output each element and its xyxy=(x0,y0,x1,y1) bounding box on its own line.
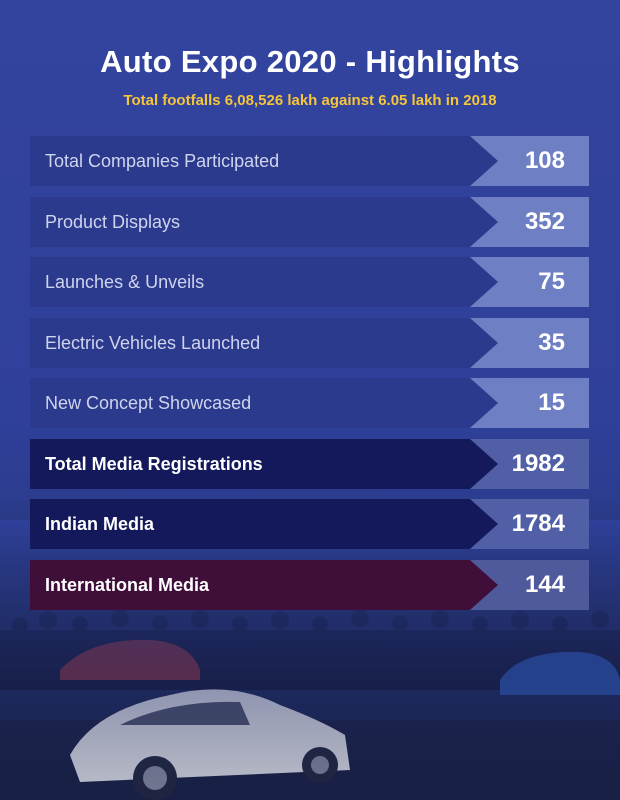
stat-label: Indian Media xyxy=(45,514,155,534)
page-title: Auto Expo 2020 - Highlights xyxy=(100,44,520,79)
stat-value: 1982 xyxy=(511,449,565,477)
stat-label: Total Media Registrations xyxy=(45,453,263,474)
stat-label: Electric Vehicles Launched xyxy=(45,332,261,353)
arrow-shape xyxy=(470,196,498,247)
stat-value: 15 xyxy=(538,389,565,416)
stat-label: International Media xyxy=(45,574,210,595)
label-band xyxy=(30,499,470,549)
stat-row-launches-unveils: Launches & Unveils 75 xyxy=(30,257,589,307)
stat-label: Product Displays xyxy=(45,211,181,232)
arrow-shape xyxy=(470,378,498,428)
stat-value: 75 xyxy=(538,268,565,295)
arrow-shape xyxy=(470,559,498,610)
stat-label: Launches & Unveils xyxy=(45,272,205,292)
arrow-shape xyxy=(470,136,498,186)
stat-value: 108 xyxy=(524,147,565,174)
stat-row-total-media: Total Media Registrations 1982 xyxy=(30,438,589,489)
stat-label: Total Companies Participated xyxy=(45,151,280,171)
label-band xyxy=(30,559,470,610)
stat-value: 1784 xyxy=(511,510,565,537)
arrow-shape xyxy=(470,499,498,549)
label-band xyxy=(30,196,470,247)
highlights-list: Total Companies Participated 108 Product… xyxy=(30,136,589,620)
label-band xyxy=(30,438,470,489)
arrow-shape xyxy=(470,317,498,368)
stat-row-international-media: International Media 144 xyxy=(30,559,589,610)
label-band xyxy=(30,257,470,307)
stat-value: 144 xyxy=(524,570,565,598)
label-band xyxy=(30,317,470,368)
stat-row-electric-vehicles: Electric Vehicles Launched 35 xyxy=(30,317,589,368)
arrow-shape xyxy=(470,438,498,489)
stat-label: New Concept Showcased xyxy=(45,393,252,413)
page-subtitle: Total footfalls 6,08,526 lakh against 6.… xyxy=(123,92,497,109)
stat-row-new-concept: New Concept Showcased 15 xyxy=(30,378,589,428)
arrow-shape xyxy=(470,257,498,307)
label-band xyxy=(30,378,470,428)
label-band xyxy=(30,136,470,186)
stat-row-product-displays: Product Displays 352 xyxy=(30,196,589,247)
stat-row-total-companies: Total Companies Participated 108 xyxy=(30,136,589,186)
stat-row-indian-media: Indian Media 1784 xyxy=(30,499,589,549)
stat-value: 352 xyxy=(524,207,565,235)
stat-value: 35 xyxy=(538,328,565,356)
